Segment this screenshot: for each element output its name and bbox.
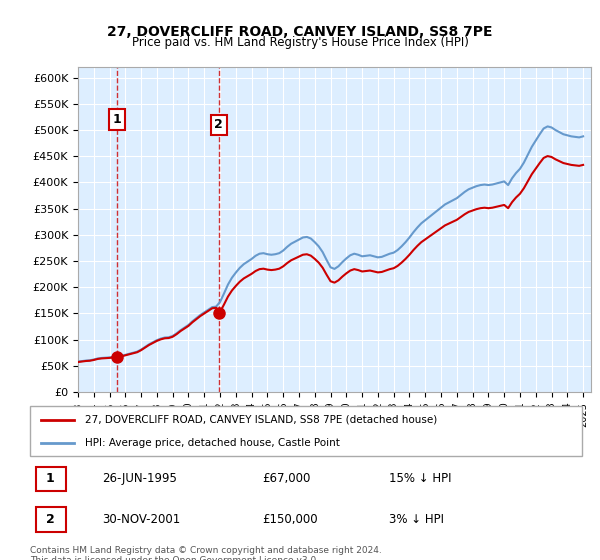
FancyBboxPatch shape [35,507,66,531]
Text: 15% ↓ HPI: 15% ↓ HPI [389,472,451,485]
Text: 27, DOVERCLIFF ROAD, CANVEY ISLAND, SS8 7PE (detached house): 27, DOVERCLIFF ROAD, CANVEY ISLAND, SS8 … [85,414,437,424]
Text: 3% ↓ HPI: 3% ↓ HPI [389,513,444,526]
Text: 2: 2 [214,118,223,132]
Text: 1: 1 [113,113,122,126]
Text: £150,000: £150,000 [262,513,317,526]
FancyBboxPatch shape [35,466,66,491]
FancyBboxPatch shape [30,406,582,456]
Text: 30-NOV-2001: 30-NOV-2001 [102,513,180,526]
Text: £67,000: £67,000 [262,472,310,485]
Text: 26-JUN-1995: 26-JUN-1995 [102,472,176,485]
Text: 1: 1 [46,472,55,485]
Text: Price paid vs. HM Land Registry's House Price Index (HPI): Price paid vs. HM Land Registry's House … [131,36,469,49]
Text: 2: 2 [46,513,55,526]
Text: 27, DOVERCLIFF ROAD, CANVEY ISLAND, SS8 7PE: 27, DOVERCLIFF ROAD, CANVEY ISLAND, SS8 … [107,25,493,39]
Text: HPI: Average price, detached house, Castle Point: HPI: Average price, detached house, Cast… [85,438,340,448]
Text: Contains HM Land Registry data © Crown copyright and database right 2024.
This d: Contains HM Land Registry data © Crown c… [30,546,382,560]
